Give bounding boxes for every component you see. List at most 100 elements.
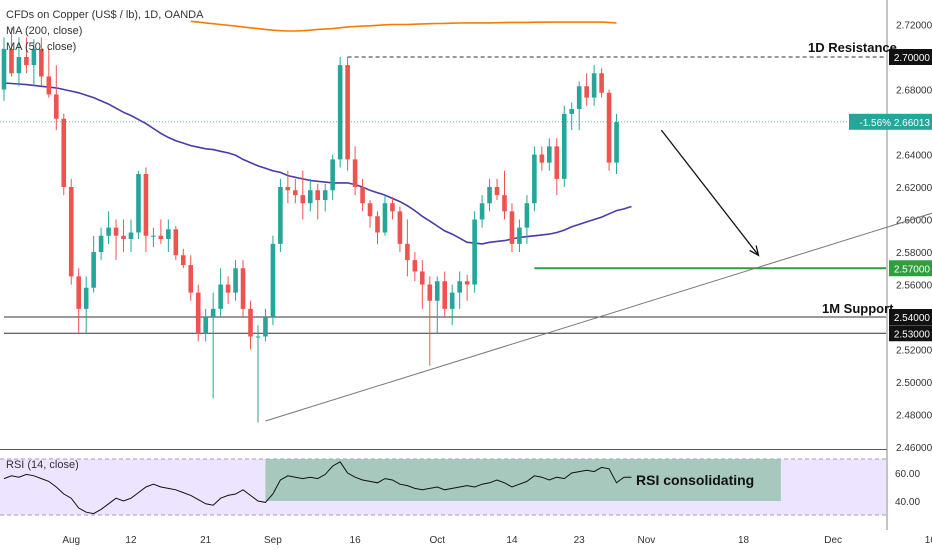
price-label-box xyxy=(889,309,932,325)
x-tick-label: Sep xyxy=(264,535,282,546)
candle-body xyxy=(360,187,365,204)
price-tick-label: 2.52000 xyxy=(896,346,932,357)
candle-body xyxy=(158,235,164,239)
candle-body xyxy=(173,229,179,256)
price-tick-label: 2.46000 xyxy=(896,443,932,454)
candle-body xyxy=(9,48,14,74)
candle-body xyxy=(524,203,530,228)
price-tick-label: 2.58000 xyxy=(896,248,932,259)
candle-body xyxy=(315,190,321,200)
candle-body xyxy=(151,235,156,237)
price-tick-label: 2.50000 xyxy=(896,378,932,389)
candle-body xyxy=(121,235,126,239)
candle-body xyxy=(367,203,373,217)
rsi-annotation: RSI consolidating xyxy=(636,472,755,488)
candle-body xyxy=(614,122,619,163)
legend-ma50: MA (50, close) xyxy=(6,41,77,53)
ma50-line xyxy=(3,82,632,245)
candle-body xyxy=(472,219,477,285)
candle-body xyxy=(218,284,223,309)
x-tick-label: Aug xyxy=(62,535,80,546)
support-annotation: 1M Support xyxy=(822,301,894,316)
candle-body xyxy=(278,187,283,244)
candle-body xyxy=(337,65,343,160)
price-tick-label: 2.62000 xyxy=(896,183,932,194)
forecast-arrow-head xyxy=(749,245,760,257)
x-tick-label: 21 xyxy=(200,535,212,546)
x-tick-label: Dec xyxy=(824,535,842,546)
rsi-tick-label: 60.00 xyxy=(895,469,920,480)
candle-body xyxy=(270,243,276,317)
price-label-box xyxy=(849,113,932,130)
candle-body xyxy=(382,203,388,233)
candle-body xyxy=(375,216,380,233)
candle-body xyxy=(509,211,515,244)
price-label-text: 2.54000 xyxy=(894,313,931,324)
legend-rsi: RSI (14, close) xyxy=(6,459,79,471)
x-tick-label: 16 xyxy=(925,535,932,546)
candle-body xyxy=(136,174,141,233)
price-label-box xyxy=(889,49,932,65)
x-tick-label: 18 xyxy=(738,535,750,546)
price-tick-label: 2.64000 xyxy=(896,151,932,162)
price-label-text: 2.53000 xyxy=(894,329,931,340)
candle-body xyxy=(233,268,238,293)
rsi-consolidation-box xyxy=(265,459,781,501)
candle-body xyxy=(128,232,134,239)
price-tick-label: 2.56000 xyxy=(896,281,932,292)
candle-body xyxy=(263,317,268,337)
candle-body xyxy=(188,265,194,293)
candle-body xyxy=(61,118,67,187)
candle-body xyxy=(442,281,448,309)
candle-body xyxy=(53,94,59,119)
candle-body xyxy=(487,187,492,204)
rsi-line xyxy=(3,461,632,515)
candle-body xyxy=(584,86,589,98)
candle-body xyxy=(203,317,208,334)
candle-body xyxy=(427,284,433,301)
candle-body xyxy=(547,146,552,163)
candle-body xyxy=(255,336,261,338)
legend-ma200: MA (200, close) xyxy=(6,25,83,37)
candle-body xyxy=(143,174,149,236)
rsi-tick-label: 40.00 xyxy=(895,497,920,508)
candle-body xyxy=(576,86,582,109)
candle-body xyxy=(539,154,545,163)
candle-body xyxy=(248,308,253,337)
candle-body xyxy=(106,227,111,236)
candle-body xyxy=(180,255,186,265)
ma200-line xyxy=(190,20,617,32)
candle-body xyxy=(166,229,171,239)
candle-body xyxy=(285,187,291,191)
candle-body xyxy=(113,227,119,236)
x-tick-label: Nov xyxy=(638,535,656,546)
ascending-trendline xyxy=(265,212,932,422)
x-tick-label: Oct xyxy=(429,535,445,546)
candle-body xyxy=(300,195,306,204)
forecast-arrow-line xyxy=(660,129,759,256)
candle-body xyxy=(449,292,455,309)
price-label-box xyxy=(889,325,932,342)
candle-body xyxy=(98,235,104,252)
candle-body xyxy=(434,281,440,301)
candle-body xyxy=(24,57,29,66)
candle-body xyxy=(240,268,246,309)
candle-body xyxy=(420,271,425,285)
candle-body xyxy=(1,48,7,90)
candle-body xyxy=(352,159,358,187)
candle-body xyxy=(561,113,567,179)
candle-body xyxy=(457,281,462,293)
candle-body xyxy=(210,308,216,317)
candle-body xyxy=(225,284,231,293)
candle-body xyxy=(345,65,350,160)
x-tick-label: 14 xyxy=(506,535,518,546)
candle-body xyxy=(330,159,335,191)
chart-legend-symbol: CFDs on Copper (US$ / lb), 1D, OANDA xyxy=(6,9,204,21)
candle-body xyxy=(517,227,522,244)
price-label-text: -1.56% 2.66013 xyxy=(859,118,930,129)
candle-body xyxy=(322,190,328,200)
candle-body xyxy=(554,146,560,179)
price-tick-label: 2.68000 xyxy=(896,86,932,97)
